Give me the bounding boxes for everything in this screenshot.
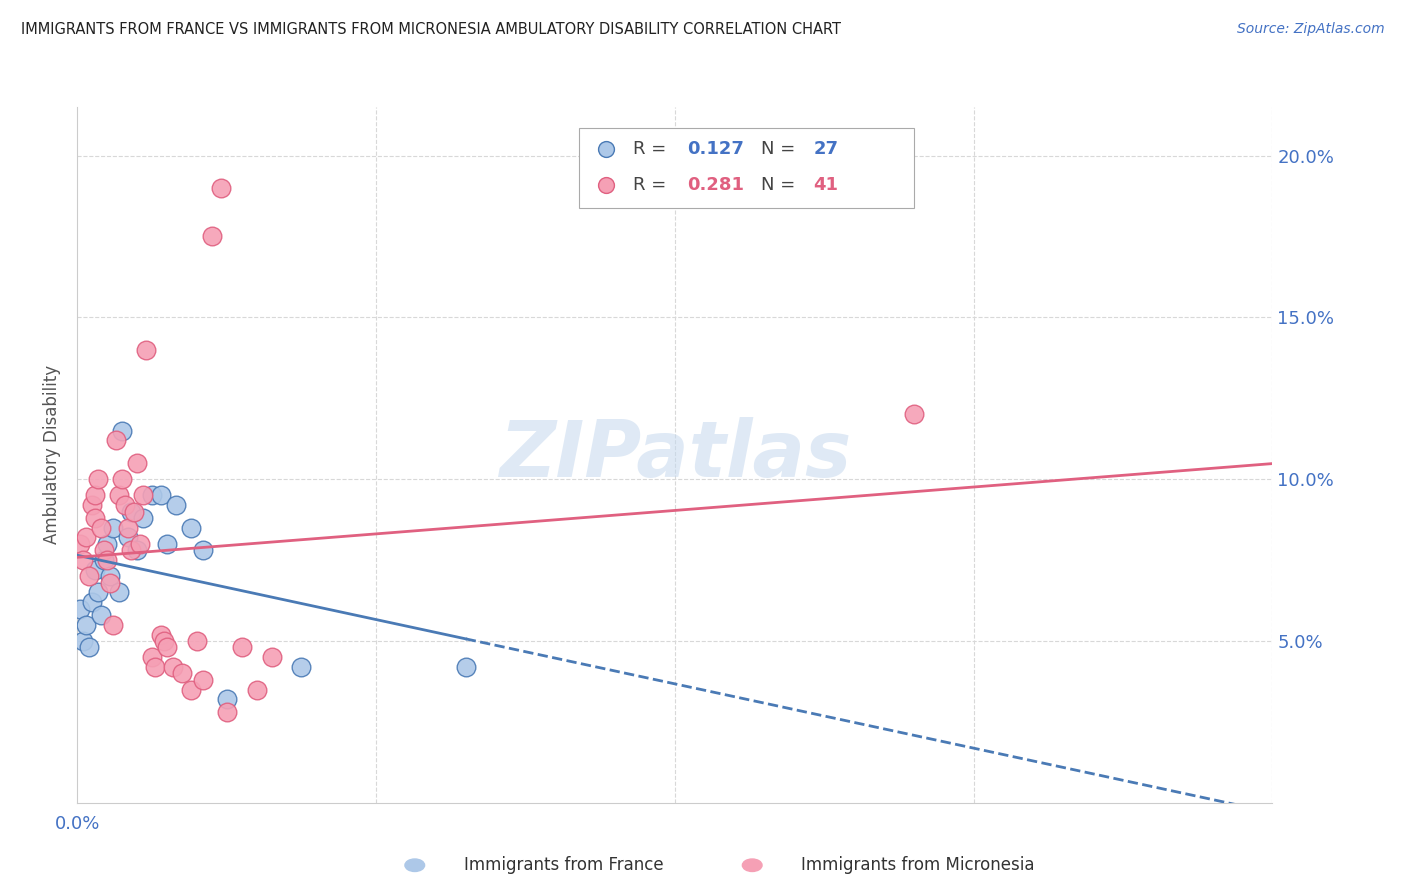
Point — [82, 595, 104, 609]
Point — [186, 634, 208, 648]
Point — [122, 504, 145, 518]
Point — [127, 543, 149, 558]
Text: 0.281: 0.281 — [688, 176, 744, 194]
Text: Source: ZipAtlas.com: Source: ZipAtlas.com — [1237, 22, 1385, 37]
Text: IMMIGRANTS FROM FRANCE VS IMMIGRANTS FROM MICRONESIA AMBULATORY DISABILITY CORRE: IMMIGRANTS FROM FRANCE VS IMMIGRANTS FRO… — [21, 22, 841, 37]
Point — [153, 634, 176, 648]
Point — [231, 640, 253, 655]
Point — [132, 488, 155, 502]
Point — [111, 472, 134, 486]
Point — [135, 343, 157, 357]
Point — [84, 563, 107, 577]
Point — [162, 660, 184, 674]
Point — [84, 511, 107, 525]
Point — [454, 660, 477, 674]
Point — [117, 531, 139, 545]
Point — [111, 424, 134, 438]
Point — [143, 660, 166, 674]
Point — [72, 634, 94, 648]
Point — [93, 543, 115, 558]
Point — [903, 408, 925, 422]
Point — [79, 569, 101, 583]
Text: R =: R = — [633, 176, 672, 194]
Text: 27: 27 — [814, 140, 838, 158]
Point — [180, 682, 202, 697]
Point — [191, 543, 214, 558]
Point — [108, 488, 131, 502]
Point — [79, 640, 101, 655]
Point — [103, 617, 124, 632]
Point — [209, 181, 232, 195]
Point — [72, 553, 94, 567]
Point — [120, 543, 142, 558]
Point — [108, 585, 131, 599]
Point — [215, 705, 238, 719]
Point — [90, 608, 112, 623]
Point — [75, 531, 97, 545]
Point — [141, 650, 163, 665]
Text: 41: 41 — [814, 176, 838, 194]
Point — [132, 511, 155, 525]
Text: N =: N = — [761, 140, 801, 158]
Point — [93, 553, 115, 567]
Point — [156, 640, 179, 655]
Point — [129, 537, 152, 551]
Point — [215, 692, 238, 706]
Point — [246, 682, 269, 697]
Point — [87, 585, 110, 599]
Point — [96, 553, 118, 567]
Point — [117, 521, 139, 535]
FancyBboxPatch shape — [579, 128, 914, 208]
Point — [87, 472, 110, 486]
Point — [103, 521, 124, 535]
Point — [141, 488, 163, 502]
Text: 0.0%: 0.0% — [55, 815, 100, 833]
Point — [290, 660, 312, 674]
Point — [98, 575, 121, 590]
Point — [156, 537, 179, 551]
Point — [170, 666, 193, 681]
Text: Immigrants from Micronesia: Immigrants from Micronesia — [801, 856, 1035, 874]
Point — [82, 498, 104, 512]
Point — [180, 521, 202, 535]
Y-axis label: Ambulatory Disability: Ambulatory Disability — [44, 366, 62, 544]
Point — [114, 498, 136, 512]
Point — [96, 537, 118, 551]
Text: ZIPatlas: ZIPatlas — [499, 417, 851, 493]
Point — [90, 521, 112, 535]
Point — [84, 488, 107, 502]
Point — [260, 650, 283, 665]
Point — [69, 537, 91, 551]
Point — [191, 673, 214, 687]
Text: R =: R = — [633, 140, 672, 158]
Point — [98, 569, 121, 583]
Point — [150, 488, 173, 502]
Text: Immigrants from France: Immigrants from France — [464, 856, 664, 874]
Point — [127, 456, 149, 470]
Point — [69, 601, 91, 615]
Point — [120, 504, 142, 518]
Point — [105, 434, 128, 448]
Point — [150, 627, 173, 641]
Point — [165, 498, 187, 512]
Text: N =: N = — [761, 176, 801, 194]
Point — [201, 229, 224, 244]
Point — [75, 617, 97, 632]
Text: 0.127: 0.127 — [688, 140, 744, 158]
